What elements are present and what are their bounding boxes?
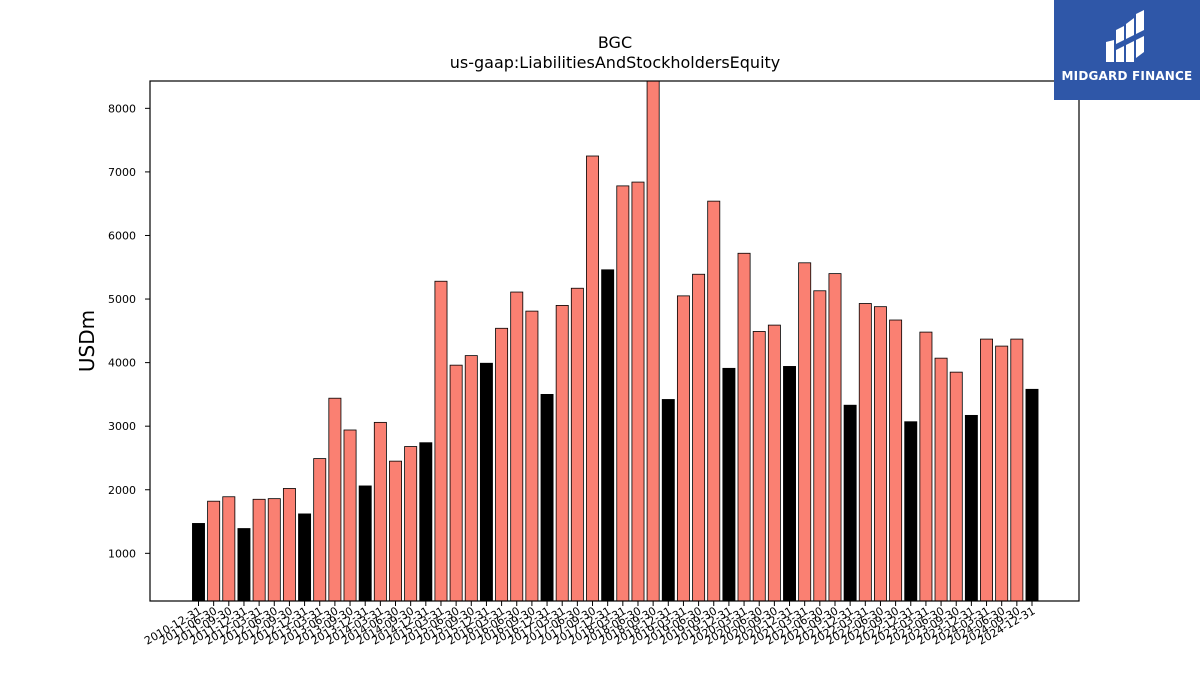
bar-2011-12-31	[237, 528, 251, 602]
bar-2024-06-30	[995, 345, 1009, 602]
bar-2024-09-30	[1010, 338, 1024, 602]
plot-frame	[149, 80, 1080, 602]
bar-2023-03-31	[919, 331, 933, 602]
bar-2011-09-30	[222, 496, 236, 602]
y-tick-label: 2000	[108, 484, 136, 497]
brand-logo: MIDGARD FINANCE	[1054, 0, 1200, 100]
bar-2024-12-31	[1025, 388, 1039, 602]
bar-2012-03-31	[252, 498, 266, 602]
bar-2019-03-31	[676, 295, 690, 602]
bar-2017-12-31	[601, 269, 615, 602]
bar-2015-12-31	[479, 362, 493, 602]
bar-2018-09-30	[646, 80, 660, 602]
x-axis: 2010-12-312011-06-302011-09-302011-12-31…	[142, 601, 1038, 648]
y-tick-label: 6000	[108, 229, 136, 242]
bar-2017-06-30	[570, 287, 584, 602]
bar-2012-06-30	[267, 498, 281, 602]
y-axis: 1000 2000 3000 4000 5000 6000 7000 8000	[108, 102, 150, 560]
bar-2010-12-31	[192, 523, 205, 602]
bar-2022-03-31	[858, 303, 872, 602]
bar-2021-03-31	[798, 262, 812, 602]
bar-2015-06-30	[449, 364, 463, 602]
bars-group	[192, 80, 1039, 602]
bar-2014-12-31	[419, 442, 433, 602]
bar-2014-06-30	[389, 460, 402, 602]
bar-2018-06-30	[631, 181, 645, 602]
y-axis-label: USDm	[75, 310, 99, 372]
bar-2023-06-30	[934, 357, 948, 602]
bar-2015-03-31	[434, 280, 448, 602]
bar-2019-12-31	[722, 367, 736, 602]
bar-2023-12-31	[964, 414, 978, 602]
bar-2017-03-31	[555, 304, 569, 602]
bar-2020-09-30	[767, 324, 781, 602]
bar-2022-12-31	[904, 421, 918, 602]
bar-2020-06-30	[752, 331, 766, 602]
chart-subtitle: us-gaap:LiabilitiesAndStockholdersEquity	[450, 53, 781, 72]
bar-2013-03-31	[313, 458, 327, 602]
bar-2014-03-31	[373, 421, 387, 602]
bar-2016-06-30	[510, 291, 524, 602]
bar-2016-03-31	[495, 327, 509, 602]
y-tick-label: 8000	[108, 102, 136, 115]
bar-2021-12-31	[843, 404, 857, 602]
bar-2023-09-30	[949, 371, 963, 602]
bar-2011-06-30	[207, 500, 221, 602]
bar-2018-12-31	[661, 399, 675, 602]
bar-2014-09-30	[404, 446, 418, 602]
bar-2021-09-30	[828, 273, 842, 602]
bar-2021-06-30	[813, 290, 827, 602]
y-tick-label: 4000	[108, 357, 136, 370]
y-tick-label: 7000	[108, 166, 136, 179]
bar-2022-09-30	[889, 319, 903, 602]
bar-2020-12-31	[783, 366, 796, 602]
bar-2018-03-31	[616, 185, 630, 602]
bar-2019-09-30	[707, 200, 721, 602]
bar-2022-06-30	[873, 306, 887, 602]
y-tick-label: 5000	[108, 293, 136, 306]
bar-2017-09-30	[586, 155, 599, 602]
bar-2012-09-30	[282, 488, 296, 602]
bar-2013-12-31	[358, 485, 372, 602]
y-tick-label: 1000	[108, 547, 136, 560]
chart-title: BGC	[598, 33, 632, 52]
midgard-logo-icon	[1106, 10, 1144, 62]
y-tick-label: 3000	[108, 420, 136, 433]
bar-2016-12-31	[540, 393, 554, 602]
bar-2012-12-31	[298, 513, 312, 602]
bar-2013-06-30	[328, 397, 342, 602]
bar-2020-03-31	[737, 252, 751, 602]
brand-logo-text: MIDGARD FINANCE	[1061, 69, 1193, 83]
bar-2024-03-31	[980, 338, 993, 602]
bar-2015-09-30	[464, 355, 478, 602]
bar-2013-09-30	[343, 429, 357, 602]
bar-2019-06-30	[692, 273, 706, 602]
bar-2016-09-30	[525, 310, 539, 602]
